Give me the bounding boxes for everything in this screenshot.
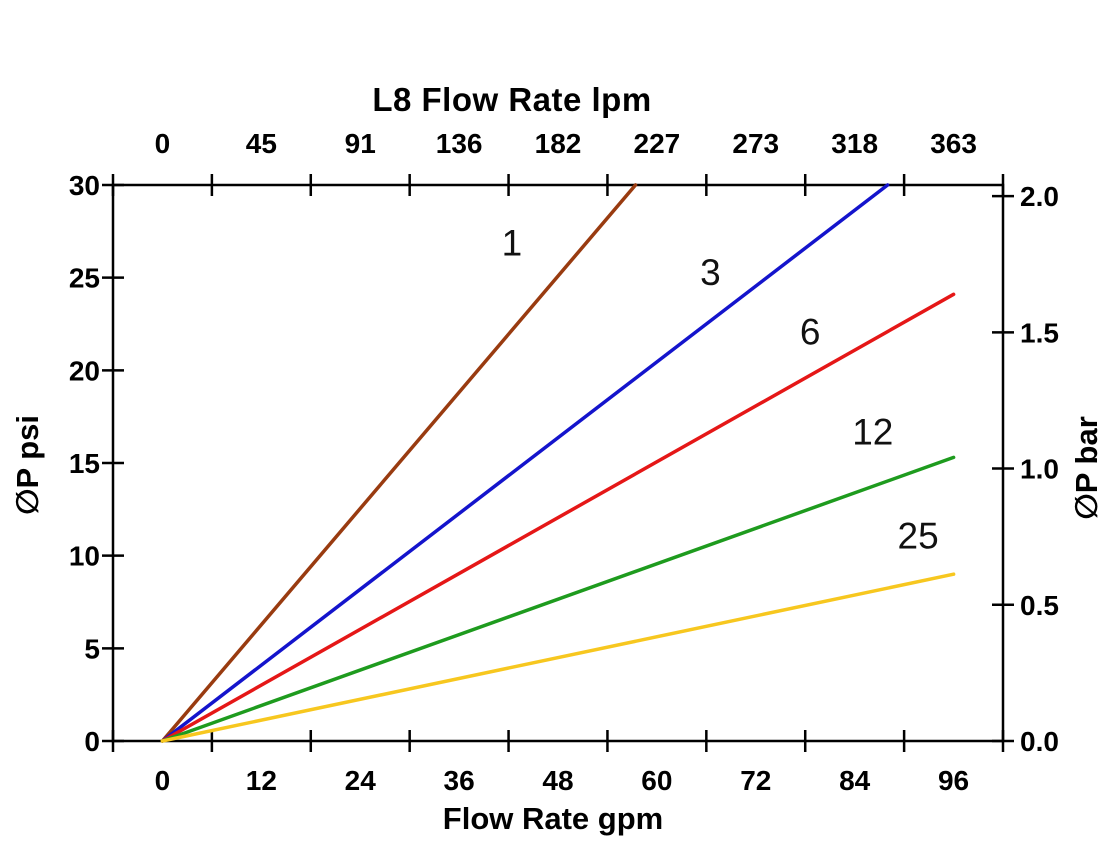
bottom-axis-tick-label: 72 bbox=[740, 765, 771, 796]
top-axis-tick-label: 273 bbox=[732, 128, 779, 159]
series-line-12 bbox=[160, 455, 956, 743]
right-axis-tick-label: 0.5 bbox=[1020, 590, 1059, 621]
chart-title: L8 Flow Rate lpm bbox=[372, 81, 652, 118]
right-axis-tick-label: 1.0 bbox=[1020, 454, 1059, 485]
left-axis-tick-label: 25 bbox=[69, 263, 100, 294]
right-axis-tick-label: 2.0 bbox=[1020, 181, 1059, 212]
series-line-3 bbox=[160, 183, 890, 743]
top-axis-tick-label: 0 bbox=[155, 128, 171, 159]
series-line-25 bbox=[160, 572, 956, 743]
series-label-12: 12 bbox=[852, 411, 893, 452]
top-axis-tick-label: 227 bbox=[634, 128, 681, 159]
left-axis-tick-label: 30 bbox=[69, 170, 100, 201]
series-label-25: 25 bbox=[898, 515, 939, 556]
top-axis-tick-label: 136 bbox=[436, 128, 483, 159]
top-axis-tick-label: 182 bbox=[535, 128, 582, 159]
series-line-6 bbox=[160, 292, 956, 743]
bottom-axis-tick-label: 24 bbox=[345, 765, 377, 796]
right-axis-tick-label: 1.5 bbox=[1020, 317, 1059, 348]
top-axis-tick-label: 363 bbox=[930, 128, 977, 159]
left-axis-tick-label: 20 bbox=[69, 355, 100, 386]
right-axis-tick-label: 0.0 bbox=[1020, 726, 1059, 757]
left-axis-tick-label: 15 bbox=[69, 448, 100, 479]
bottom-axis-tick-label: 0 bbox=[155, 765, 171, 796]
left-axis-tick-label: 10 bbox=[69, 541, 100, 572]
top-axis-tick-label: 318 bbox=[831, 128, 878, 159]
left-axis-tick-label: 0 bbox=[84, 726, 100, 757]
bottom-axis-tick-label: 48 bbox=[542, 765, 573, 796]
bottom-axis-tick-label: 12 bbox=[246, 765, 277, 796]
top-axis-tick-label: 91 bbox=[345, 128, 376, 159]
top-axis-tick-label: 45 bbox=[246, 128, 277, 159]
series-label-3: 3 bbox=[700, 252, 721, 293]
bottom-axis-tick-label: 60 bbox=[641, 765, 672, 796]
left-axis-tick-label: 5 bbox=[84, 633, 100, 664]
series-line-1 bbox=[160, 183, 638, 743]
bottom-axis-tick-label: 84 bbox=[839, 765, 871, 796]
bottom-axis-tick-label: 36 bbox=[444, 765, 475, 796]
series-label-6: 6 bbox=[800, 311, 821, 352]
series-label-1: 1 bbox=[502, 222, 523, 263]
x-axis-title: Flow Rate gpm bbox=[442, 801, 664, 836]
bottom-axis-tick-label: 96 bbox=[938, 765, 969, 796]
